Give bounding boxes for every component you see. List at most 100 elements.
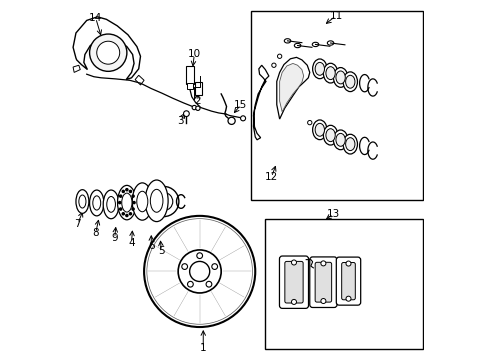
Circle shape [97,41,120,64]
Circle shape [346,261,350,266]
Ellipse shape [89,190,104,216]
Text: 8: 8 [92,228,99,238]
Circle shape [125,189,128,191]
Circle shape [192,105,196,110]
FancyBboxPatch shape [279,256,308,309]
Circle shape [178,250,221,293]
Text: 7: 7 [74,219,81,229]
Circle shape [182,264,187,269]
Text: 9: 9 [111,233,118,243]
Bar [185,66,194,84]
Ellipse shape [314,62,324,75]
Text: 4: 4 [128,238,135,248]
Ellipse shape [314,123,324,136]
Ellipse shape [325,67,335,80]
Circle shape [196,253,202,258]
Ellipse shape [325,129,335,141]
Ellipse shape [93,196,101,210]
Circle shape [155,193,172,211]
Bar [187,83,192,89]
Text: 15: 15 [234,100,247,110]
Bar [265,220,422,348]
Ellipse shape [122,193,132,212]
FancyBboxPatch shape [309,257,336,307]
Polygon shape [135,75,144,85]
FancyBboxPatch shape [336,257,360,305]
Ellipse shape [150,189,163,212]
Circle shape [120,208,122,210]
Circle shape [320,298,325,303]
Circle shape [129,213,131,215]
Polygon shape [253,65,268,140]
Polygon shape [276,57,309,119]
Circle shape [205,282,211,287]
Ellipse shape [343,134,357,154]
Circle shape [144,216,255,327]
FancyBboxPatch shape [341,262,355,300]
FancyBboxPatch shape [285,261,303,303]
Ellipse shape [312,59,326,79]
Ellipse shape [323,125,337,145]
Ellipse shape [145,180,168,222]
Text: 14: 14 [89,13,102,23]
Circle shape [271,63,276,67]
Circle shape [119,202,121,204]
Ellipse shape [132,183,152,220]
Circle shape [133,202,135,204]
Text: 5: 5 [158,246,164,256]
Ellipse shape [335,134,345,146]
Text: 1: 1 [200,343,206,353]
Circle shape [211,264,217,269]
Ellipse shape [345,75,354,88]
Text: 13: 13 [326,209,339,219]
Circle shape [132,208,134,210]
Ellipse shape [323,63,337,83]
Circle shape [89,34,126,71]
Ellipse shape [284,39,290,43]
Ellipse shape [294,43,300,48]
Circle shape [320,261,325,266]
Ellipse shape [335,71,345,84]
Ellipse shape [106,197,115,212]
Text: 12: 12 [264,172,278,182]
Ellipse shape [345,138,354,150]
Circle shape [227,117,235,125]
Ellipse shape [137,191,147,212]
Circle shape [120,195,122,197]
Polygon shape [73,17,140,80]
Text: 11: 11 [328,11,342,21]
Ellipse shape [333,68,347,87]
Ellipse shape [103,190,119,219]
Ellipse shape [326,41,333,45]
Circle shape [291,300,296,305]
Circle shape [187,282,193,287]
Circle shape [195,106,200,111]
Text: 10: 10 [187,49,201,59]
Ellipse shape [333,130,347,150]
Circle shape [189,261,209,282]
Ellipse shape [117,185,136,220]
Ellipse shape [79,195,86,208]
Circle shape [132,195,134,197]
Circle shape [346,296,350,301]
Circle shape [291,260,296,265]
Ellipse shape [76,190,89,213]
Text: 6: 6 [148,241,154,251]
Text: 3: 3 [177,116,183,126]
Ellipse shape [312,120,326,140]
Ellipse shape [312,42,318,46]
Bar [195,82,202,95]
Circle shape [122,213,124,215]
Circle shape [122,190,124,193]
Polygon shape [279,63,303,112]
Circle shape [129,190,131,193]
Circle shape [307,121,311,125]
Circle shape [277,54,281,58]
Text: 2: 2 [193,96,200,106]
Bar [250,11,422,200]
Ellipse shape [343,72,357,91]
Circle shape [183,111,189,117]
Polygon shape [73,65,80,72]
Circle shape [240,116,245,121]
Circle shape [148,186,179,217]
